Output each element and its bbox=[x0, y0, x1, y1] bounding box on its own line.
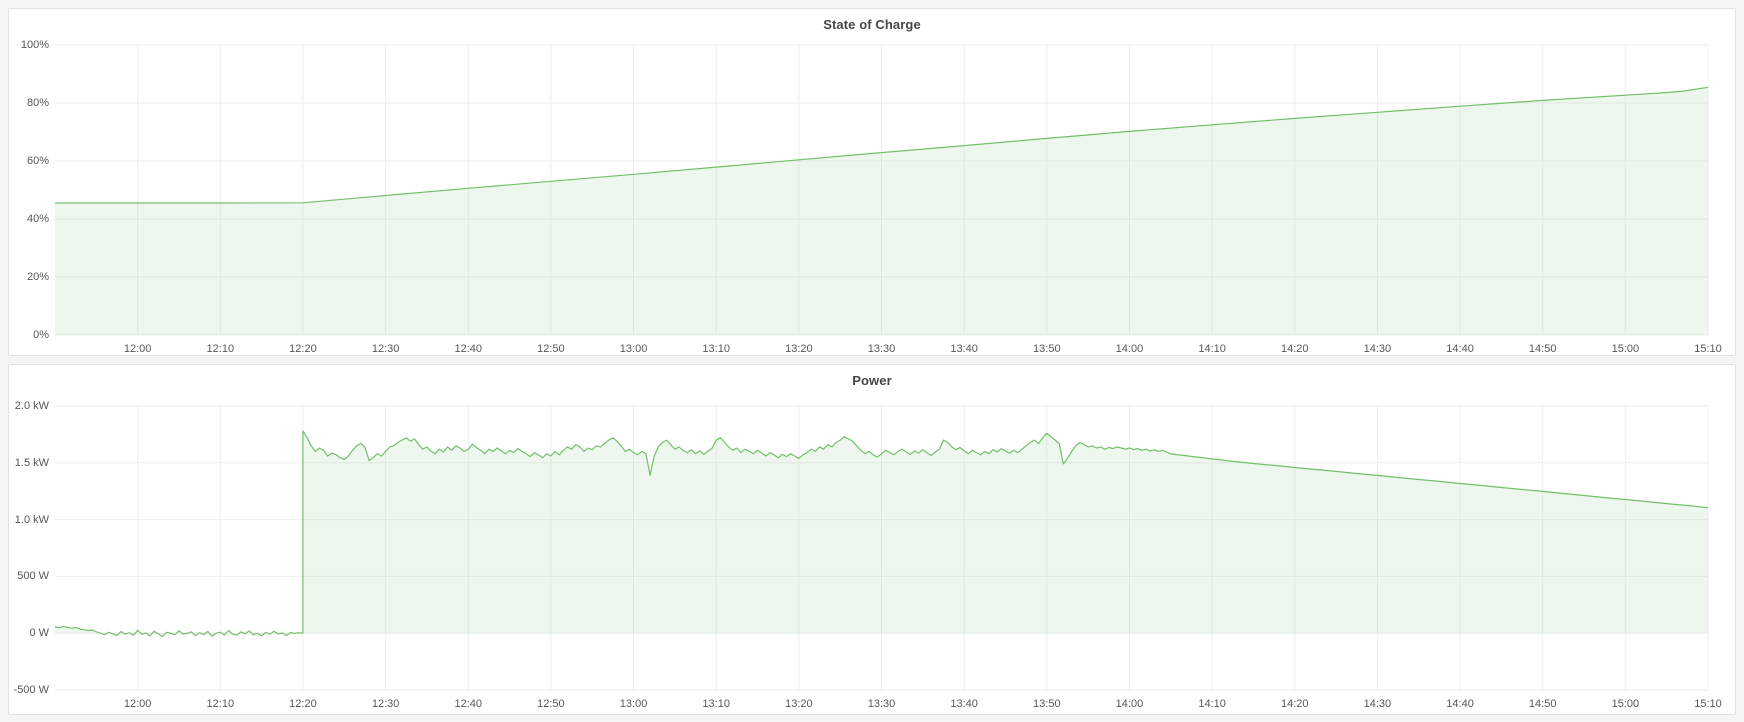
x-axis-tick-label: 14:30 bbox=[1363, 343, 1392, 355]
y-axis-tick-label: 500 W bbox=[17, 570, 49, 583]
x-axis-tick-label: 14:40 bbox=[1446, 343, 1474, 355]
x-axis-tick-label: 14:20 bbox=[1280, 343, 1309, 355]
x-axis-tick-label: 14:10 bbox=[1198, 343, 1226, 355]
y-axis-tick-label: 20% bbox=[26, 271, 49, 283]
x-axis-tick-label: 14:30 bbox=[1363, 698, 1392, 710]
x-axis-tick-label: 15:00 bbox=[1611, 343, 1640, 355]
x-axis-tick-label: 13:40 bbox=[950, 698, 978, 710]
grid-lines bbox=[55, 44, 1709, 336]
y-axis-tick-label: 1.5 kW bbox=[14, 456, 49, 469]
x-axis-tick-label: 12:30 bbox=[371, 698, 400, 710]
x-axis-tick-label: 14:40 bbox=[1446, 698, 1474, 710]
y-axis-tick-label: 2.0 kW bbox=[14, 400, 49, 412]
x-axis-tick-label: 13:00 bbox=[619, 698, 648, 710]
x-axis-tick-label: 13:30 bbox=[867, 698, 896, 710]
x-axis-tick-label: 12:00 bbox=[123, 698, 152, 710]
x-axis-tick-label: 15:10 bbox=[1694, 343, 1722, 355]
panel-power: Power -500 W 0 W 500 W 1.0 kW 1.5 kW 2.0 kW 12… bbox=[8, 364, 1736, 715]
y-axis-tick-label: 0 W bbox=[29, 627, 49, 640]
x-axis-tick-label: 12:10 bbox=[206, 698, 235, 710]
panel-title: Power bbox=[852, 372, 892, 388]
x-axis-tick-label: 12:10 bbox=[206, 343, 235, 355]
power-area-fill bbox=[55, 431, 1708, 637]
x-axis-tick-label: 12:00 bbox=[123, 343, 152, 355]
x-axis-tick-label: 12:40 bbox=[454, 698, 483, 710]
y-axis-tick-label: 40% bbox=[26, 213, 49, 225]
x-axis-tick-label: 13:10 bbox=[702, 343, 730, 355]
x-axis-tick-label: 14:50 bbox=[1528, 343, 1557, 355]
panel-header[interactable]: Power bbox=[9, 365, 1735, 395]
x-axis-tick-label: 13:30 bbox=[867, 343, 896, 355]
state-of-charge-chart-canvas bbox=[55, 44, 1709, 336]
y-axis-tick-label: 1.0 kW bbox=[14, 513, 49, 526]
x-axis-tick-label: 13:10 bbox=[702, 698, 730, 710]
y-axis-tick-label: 100% bbox=[20, 39, 49, 51]
power-plot-area[interactable] bbox=[55, 406, 1708, 690]
x-axis-tick-label: 12:50 bbox=[537, 343, 565, 355]
x-axis-tick-label: 12:20 bbox=[289, 698, 317, 710]
x-axis-tick-label: 13:20 bbox=[785, 698, 813, 710]
y-axis-tick-label: 80% bbox=[26, 97, 49, 109]
x-axis-tick-label: 13:50 bbox=[1033, 343, 1061, 355]
state-of-charge-plot-area[interactable] bbox=[55, 45, 1708, 335]
panel-header[interactable]: State of Charge bbox=[9, 9, 1735, 39]
power-chart-canvas bbox=[54, 405, 1709, 691]
power-series-line bbox=[54, 430, 1709, 638]
x-axis-tick-label: 13:00 bbox=[619, 343, 648, 355]
x-axis-tick-label: 14:10 bbox=[1198, 698, 1226, 710]
panel-title: State of Charge bbox=[823, 16, 921, 32]
x-axis-tick-label: 12:20 bbox=[289, 343, 317, 355]
x-axis-tick-label: 12:30 bbox=[371, 343, 400, 355]
y-axis-tick-label: -500 W bbox=[13, 684, 49, 696]
x-axis-tick-label: 13:40 bbox=[950, 343, 978, 355]
x-axis-tick-label: 13:50 bbox=[1033, 698, 1061, 710]
y-axis-tick-label: 60% bbox=[26, 155, 49, 167]
x-axis-tick-label: 14:20 bbox=[1280, 698, 1309, 710]
x-axis-tick-label: 15:10 bbox=[1694, 698, 1722, 710]
x-axis-tick-label: 15:00 bbox=[1611, 698, 1640, 710]
panel-state-of-charge: State of Charge 0% 20% 40% 60% 80% 100% 12:00 1… bbox=[8, 8, 1736, 356]
y-axis-tick-label: 0% bbox=[33, 329, 49, 341]
x-axis-tick-label: 13:20 bbox=[785, 343, 813, 355]
x-axis-tick-label: 12:40 bbox=[454, 343, 483, 355]
state-of-charge-series-line bbox=[55, 86, 1709, 204]
x-axis-tick-label: 12:50 bbox=[537, 698, 565, 710]
state-of-charge-area-fill bbox=[55, 87, 1708, 335]
x-axis-tick-label: 14:00 bbox=[1115, 343, 1144, 355]
x-axis-tick-label: 14:00 bbox=[1115, 698, 1144, 710]
x-axis-tick-label: 14:50 bbox=[1528, 698, 1557, 710]
